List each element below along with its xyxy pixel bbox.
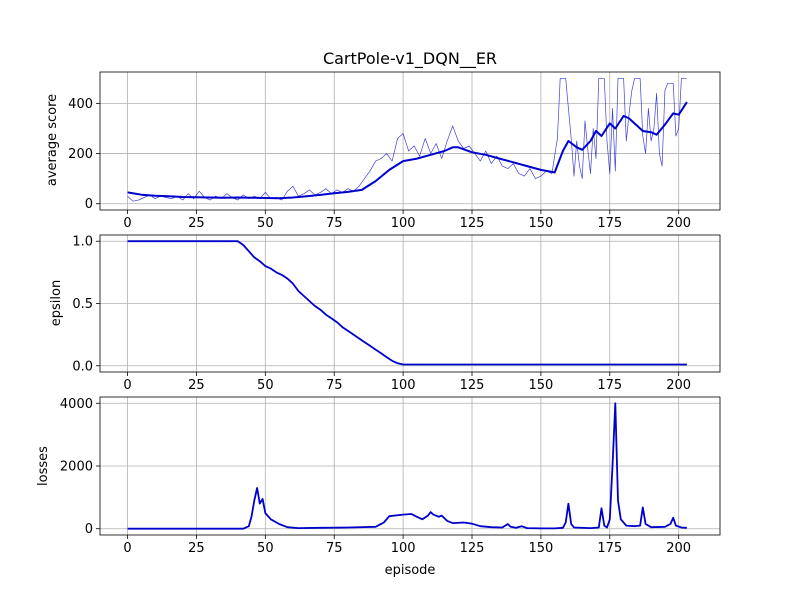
losses-x-tick-label: 50 (257, 541, 274, 556)
average-score-x-tick-label: 100 (391, 216, 416, 231)
epsilon-x-tick-label: 75 (326, 378, 343, 393)
epsilon-y-tick-label: 0.0 (72, 359, 93, 374)
epsilon-panel: 0 25 50 75 100 125 150 175 200 0.0 0.5 1.0 (72, 234, 721, 393)
average-score-panel: 0 25 50 75 100 125 150 175 200 0 200 400 (68, 71, 721, 231)
losses-y-tick-label: 2000 (60, 460, 93, 475)
losses-x-tick-label: 75 (326, 541, 343, 556)
chart-title: CartPole-v1_DQN__ER (323, 49, 497, 69)
average-score-axes-frame (99, 71, 721, 211)
epsilon-x-tick-label: 0 (123, 378, 131, 393)
losses-x-tick-label: 100 (391, 541, 416, 556)
losses-x-tick-label: 175 (597, 541, 622, 556)
losses-series-normal-line (127, 402, 687, 530)
average-score-x-tick-label: 125 (460, 216, 485, 231)
epsilon-series-normal-line (127, 240, 687, 366)
losses-y-tick-label: 0 (85, 522, 93, 537)
average-score-y-tick-label: 200 (68, 147, 93, 162)
epsilon-x-tick-label: 175 (597, 378, 622, 393)
average-score-x-tick-label: 25 (188, 216, 205, 231)
epsilon-x-tick-label: 125 (460, 378, 485, 393)
average-score-x-tick-label: 0 (123, 216, 131, 231)
y-axis-label-losses: losses (36, 446, 51, 486)
y-axis-label-epsilon: epsilon (49, 280, 64, 326)
average-score-x-tick-label: 150 (528, 216, 553, 231)
average-score-grid (100, 72, 720, 210)
average-score-x-tick-label: 175 (597, 216, 622, 231)
epsilon-x-tick-label: 50 (257, 378, 274, 393)
average-score-x-tick-label: 200 (666, 216, 691, 231)
losses-x-tick-label: 25 (188, 541, 205, 556)
y-axis-label-average-score: average score (45, 94, 60, 186)
epsilon-grid (100, 235, 720, 372)
losses-y-tick-label: 4000 (60, 397, 93, 412)
losses-x-tick-label: 125 (460, 541, 485, 556)
average-score-y-tick-label: 0 (85, 197, 93, 212)
losses-x-tick-label: 0 (123, 541, 131, 556)
average-score-series-thick-line (127, 101, 688, 200)
epsilon-y-tick-label: 1.0 (72, 235, 93, 250)
x-axis-label-episode: episode (385, 563, 436, 578)
epsilon-y-tick-label: 0.5 (72, 297, 93, 312)
losses-x-tick-label: 200 (666, 541, 691, 556)
epsilon-x-tick-label: 100 (391, 378, 416, 393)
epsilon-x-tick-label: 25 (188, 378, 205, 393)
average-score-x-tick-label: 75 (326, 216, 343, 231)
losses-x-tick-label: 150 (528, 541, 553, 556)
epsilon-x-tick-label: 150 (528, 378, 553, 393)
epsilon-x-tick-label: 200 (666, 378, 691, 393)
average-score-y-tick-label: 400 (68, 97, 93, 112)
average-score-x-tick-label: 50 (257, 216, 274, 231)
average-score-series-thin-line (127, 77, 687, 202)
